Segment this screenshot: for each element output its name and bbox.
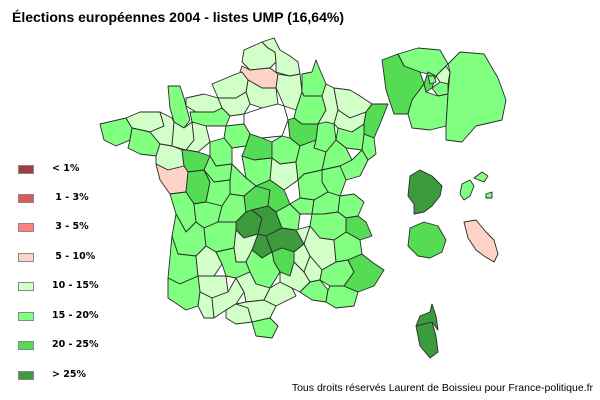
- legend-label: 20 - 25%: [52, 339, 99, 350]
- ile-de-france-area: [243, 103, 289, 139]
- department-calvados: [185, 93, 223, 113]
- legend-swatch: [18, 253, 34, 262]
- legend-label: > 25%: [52, 369, 87, 380]
- metropolitan-france: [99, 37, 389, 339]
- department-seine-et-marne: [445, 51, 507, 143]
- legend-label: 3 - 5%: [52, 221, 89, 232]
- department-haute-corse: [415, 303, 439, 331]
- legend-swatch: [18, 165, 34, 174]
- legend-item-3-5: 3 - 5%: [18, 221, 138, 234]
- department-val-de-marne: [431, 81, 449, 97]
- legend-item-lt-1: < 1%: [18, 163, 138, 176]
- credits-text: Tous droits réservés Laurent de Boissieu…: [291, 382, 593, 394]
- department-guadeloupe: [459, 171, 493, 201]
- legend-swatch: [18, 223, 34, 232]
- department-guyane: [407, 169, 443, 215]
- legend-swatch: [18, 194, 34, 203]
- department-manche: [167, 85, 191, 129]
- legend-swatch: [18, 341, 34, 350]
- legend-label: 15 - 20%: [52, 310, 99, 321]
- department-martinique: [463, 219, 499, 263]
- department-hautes-pyrenees: [197, 291, 215, 319]
- department-reunion: [407, 221, 447, 259]
- legend-label: < 1%: [52, 163, 80, 174]
- department-var: [325, 285, 359, 309]
- legend-swatch: [18, 371, 34, 380]
- legend-swatch: [18, 312, 34, 321]
- department-alpes-maritimes: [343, 253, 385, 293]
- inset-overseas: [407, 169, 499, 359]
- inset-ile-de-france: [381, 47, 507, 143]
- legend-swatch: [18, 282, 34, 291]
- legend-item-15-20: 15 - 20%: [18, 310, 138, 323]
- legend-item-gt-25: > 25%: [18, 369, 138, 382]
- department-haute-garonne: [211, 277, 245, 319]
- legend-item-20-25: 20 - 25%: [18, 339, 138, 352]
- department-paris: [427, 75, 437, 85]
- legend-item-10-15: 10 - 15%: [18, 280, 138, 293]
- legend-label: 10 - 15%: [52, 280, 99, 291]
- department-seine-saint-denis: [435, 65, 451, 85]
- department-pyrenees-orientales: [251, 317, 279, 339]
- legend-item-5-10: 5 - 10%: [18, 251, 138, 264]
- map-title: Élections européennes 2004 - listes UMP …: [12, 9, 344, 25]
- department-corse-du-sud: [415, 321, 439, 359]
- department-finistere: [99, 117, 133, 147]
- department-tarn-et-garonne: [215, 247, 251, 279]
- legend-label: 5 - 10%: [52, 251, 96, 262]
- department-ardennes: [301, 59, 327, 97]
- department-aude: [235, 299, 277, 323]
- legend-label: 1 - 3%: [52, 192, 89, 203]
- legend-item-1-3: 1 - 3%: [18, 192, 138, 205]
